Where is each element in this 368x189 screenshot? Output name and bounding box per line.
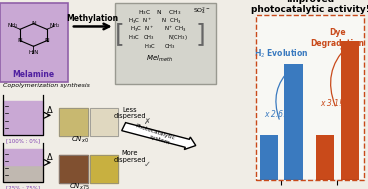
Text: H$_2$ Evolution: H$_2$ Evolution [254, 47, 309, 60]
Text: Methylation: Methylation [67, 14, 119, 23]
Text: Melamine: Melamine [13, 70, 54, 79]
Text: N: N [45, 38, 49, 43]
Bar [3, 101, 42, 135]
Bar [59, 155, 88, 183]
Text: H$_3$C   CH$_3$: H$_3$C CH$_3$ [128, 33, 155, 42]
Text: Copolymerization synthesis: Copolymerization synthesis [3, 84, 90, 88]
Text: SO$_4^{2-}$: SO$_4^{2-}$ [193, 5, 211, 16]
Text: [100% : 0%]: [100% : 0%] [6, 138, 40, 143]
Text: system: system [149, 134, 171, 145]
Bar [260, 135, 278, 180]
Bar [59, 155, 88, 183]
Text: dispersed: dispersed [114, 157, 146, 163]
Bar [316, 135, 335, 180]
FancyArrow shape [122, 123, 196, 149]
Bar [59, 108, 88, 136]
Text: H$_3$C  N$^+$: H$_3$C N$^+$ [130, 24, 153, 34]
FancyBboxPatch shape [0, 3, 68, 82]
Text: Mel$_{meth}$: Mel$_{meth}$ [146, 53, 173, 64]
Text: ✓: ✓ [143, 160, 151, 169]
Bar [59, 108, 88, 136]
Title: Improved
photocatalytic activity!: Improved photocatalytic activity! [251, 0, 368, 14]
Bar [90, 155, 118, 183]
Text: Less: Less [123, 107, 137, 113]
Text: CN$_{x0}$: CN$_{x0}$ [71, 135, 89, 145]
Bar [90, 155, 118, 183]
Bar [3, 149, 42, 164]
Text: H₂N: H₂N [28, 50, 39, 55]
Text: NH₂: NH₂ [7, 23, 18, 29]
Text: N$^+$ CH$_3$: N$^+$ CH$_3$ [164, 24, 187, 34]
Text: dispersed: dispersed [114, 113, 146, 119]
Text: More: More [122, 150, 138, 156]
Text: H$_3$C      CH$_3$: H$_3$C CH$_3$ [144, 42, 176, 51]
Bar [90, 108, 118, 136]
Text: N: N [31, 21, 36, 26]
Text: NH₂: NH₂ [49, 23, 60, 29]
Text: ✗: ✗ [143, 116, 151, 125]
Bar [340, 41, 359, 180]
Text: N: N [18, 38, 22, 43]
Text: CN$_{x75}$: CN$_{x75}$ [70, 182, 90, 189]
Text: Degradation: Degradation [311, 40, 364, 48]
FancyBboxPatch shape [114, 3, 216, 84]
Text: Δ: Δ [47, 106, 53, 115]
Text: ]: ] [196, 22, 206, 46]
Text: Photocatalytic: Photocatalytic [134, 123, 175, 141]
Text: x 2.6!: x 2.6! [264, 110, 286, 119]
Bar [90, 108, 118, 136]
Bar [284, 64, 303, 180]
Bar [3, 164, 42, 182]
Text: N(CH$_3$): N(CH$_3$) [168, 33, 188, 42]
Text: H$_3$C  N$^+$      N  CH$_3$: H$_3$C N$^+$ N CH$_3$ [128, 16, 181, 26]
Text: Dye: Dye [329, 28, 346, 37]
Text: [25% : 75%]: [25% : 75%] [6, 186, 40, 189]
Text: Δ: Δ [47, 153, 53, 162]
Text: [: [ [115, 22, 125, 46]
Text: x 3.1!: x 3.1! [321, 99, 342, 108]
Text: H$_3$C    N    CH$_3$: H$_3$C N CH$_3$ [138, 8, 181, 17]
